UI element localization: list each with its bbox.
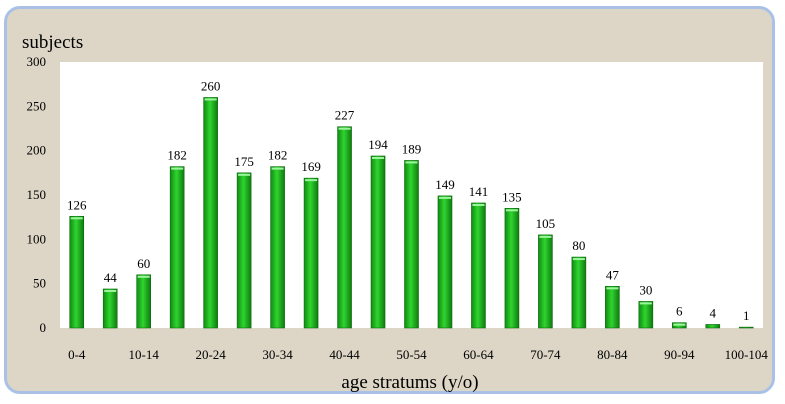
bar-highlight (305, 179, 318, 182)
bar (605, 286, 620, 329)
bar-highlight (238, 173, 251, 176)
bar-value-label: 126 (67, 197, 87, 212)
bar-value-label: 182 (167, 148, 187, 163)
y-tick-label: 200 (27, 143, 47, 158)
x-axis-ticks: 0-4 10-14 20-24 30-34 40-44 50-54 60-64 70-74 80… (68, 347, 768, 362)
bar-highlight (572, 258, 585, 261)
bar (102, 288, 118, 329)
bar (203, 97, 218, 329)
bar (638, 301, 654, 329)
y-tick-label: 150 (27, 187, 47, 202)
y-axis-title: subjects (22, 32, 83, 53)
x-tick-label: 90-94 (664, 347, 695, 362)
bar (303, 177, 319, 329)
bar (337, 126, 352, 329)
y-tick-label: 100 (27, 231, 47, 246)
bar (504, 208, 520, 329)
bar-highlight (204, 98, 217, 101)
bar (738, 326, 754, 329)
bar-highlight (171, 167, 184, 170)
bar-highlight (271, 167, 284, 170)
bar (705, 324, 721, 329)
bar-highlight (405, 161, 418, 164)
bar-value-label: 30 (639, 282, 652, 297)
bar-highlight (639, 302, 652, 305)
y-tick-label: 300 (27, 54, 47, 69)
bar-value-label: 80 (572, 238, 585, 253)
bar (404, 160, 419, 329)
x-tick-label: 50-54 (396, 347, 427, 362)
bar-value-label: 141 (469, 184, 489, 199)
bar-highlight (137, 275, 150, 278)
bar-highlight (505, 209, 518, 212)
x-tick-label: 40-44 (329, 347, 360, 362)
bar (236, 172, 252, 329)
y-tick-label: 50 (33, 276, 46, 291)
bar-value-label: 169 (301, 159, 321, 174)
bar-highlight (606, 287, 619, 290)
bar-value-label: 189 (402, 141, 422, 156)
bar (169, 166, 185, 329)
bar (471, 202, 486, 329)
bar (370, 155, 386, 329)
bar-value-label: 60 (137, 256, 150, 271)
bar-value-label: 4 (710, 305, 717, 320)
bar-highlight (438, 196, 451, 199)
bar-value-label: 44 (104, 270, 118, 285)
bar-highlight (539, 235, 552, 238)
x-tick-label: 70-74 (530, 347, 561, 362)
bar-highlight (104, 289, 117, 292)
bar-value-label: 194 (368, 137, 388, 152)
bar-value-label: 105 (536, 216, 556, 231)
bar-value-label: 135 (502, 189, 522, 204)
x-tick-label: 60-64 (463, 347, 494, 362)
bar (270, 166, 285, 329)
bar-highlight (673, 323, 686, 326)
bar-value-label: 227 (335, 108, 355, 123)
x-tick-label: 10-14 (129, 347, 160, 362)
bars-group (69, 97, 754, 329)
bar-value-label: 6 (676, 304, 683, 319)
bar-value-label: 149 (435, 177, 455, 192)
x-tick-label: 30-34 (262, 347, 293, 362)
y-tick-label: 250 (27, 98, 47, 113)
bar (69, 215, 85, 329)
x-tick-label: 80-84 (597, 347, 628, 362)
value-labels-group: 126 44 60 182 260 175 182 169 227 194 189 149 141 135… (67, 78, 750, 323)
y-axis-ticks: 0 50 100 150 200 250 300 (27, 54, 47, 335)
bar-value-label: 47 (606, 267, 620, 282)
bar (136, 274, 151, 329)
x-tick-label: 0-4 (68, 347, 86, 362)
bar (571, 256, 587, 329)
bar-value-label: 1 (743, 308, 750, 323)
x-tick-label: 100-104 (725, 347, 769, 362)
bar-highlight (338, 127, 351, 130)
x-axis-title: age stratums (y/o) (341, 372, 478, 393)
bar-highlight (372, 156, 385, 159)
bar-value-label: 175 (234, 154, 254, 169)
bar-highlight (472, 203, 485, 206)
y-tick-label: 0 (40, 320, 47, 335)
bar-value-label: 260 (201, 78, 221, 93)
x-tick-label: 20-24 (195, 347, 226, 362)
bar-value-label: 182 (268, 148, 288, 163)
bar (538, 234, 553, 329)
bar (437, 195, 453, 329)
bar-highlight (70, 217, 83, 220)
